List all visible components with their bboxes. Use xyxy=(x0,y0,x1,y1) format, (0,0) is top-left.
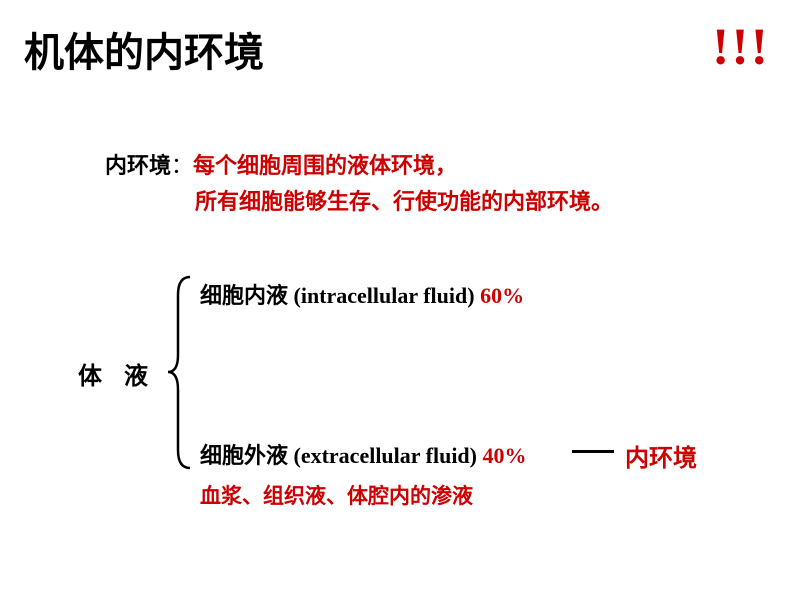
intracellular-fluid-row: 细胞内液 (intracellular fluid) 60% xyxy=(200,278,524,310)
definition-colon: ： xyxy=(171,153,193,178)
extracellular-sublist: 血浆、组织液、体腔内的渗液 xyxy=(200,480,473,510)
body-fluid-label: 体 液 xyxy=(78,356,156,391)
definition-block: 内环境：每个细胞周围的液体环境， xyxy=(105,148,457,183)
extracellular-text: 细胞外液 (extracellular fluid) xyxy=(200,443,483,468)
definition-line2: 所有细胞能够生存、行使功能的内部环境。 xyxy=(195,184,613,216)
internal-environment-label: 内环境 xyxy=(625,438,697,473)
definition-term: 内环境 xyxy=(105,153,171,178)
emphasis-marks: !!! xyxy=(712,18,770,77)
definition-line1: 每个细胞周围的液体环境， xyxy=(193,153,457,178)
intracellular-text: 细胞内液 (intracellular fluid) xyxy=(200,283,480,308)
connector-line xyxy=(572,450,614,453)
slide-title: 机体的内环境 xyxy=(24,20,264,78)
intracellular-percent: 60% xyxy=(480,283,524,308)
extracellular-percent: 40% xyxy=(483,443,527,468)
curly-brace-icon xyxy=(164,275,194,470)
extracellular-fluid-row: 细胞外液 (extracellular fluid) 40% xyxy=(200,438,527,470)
